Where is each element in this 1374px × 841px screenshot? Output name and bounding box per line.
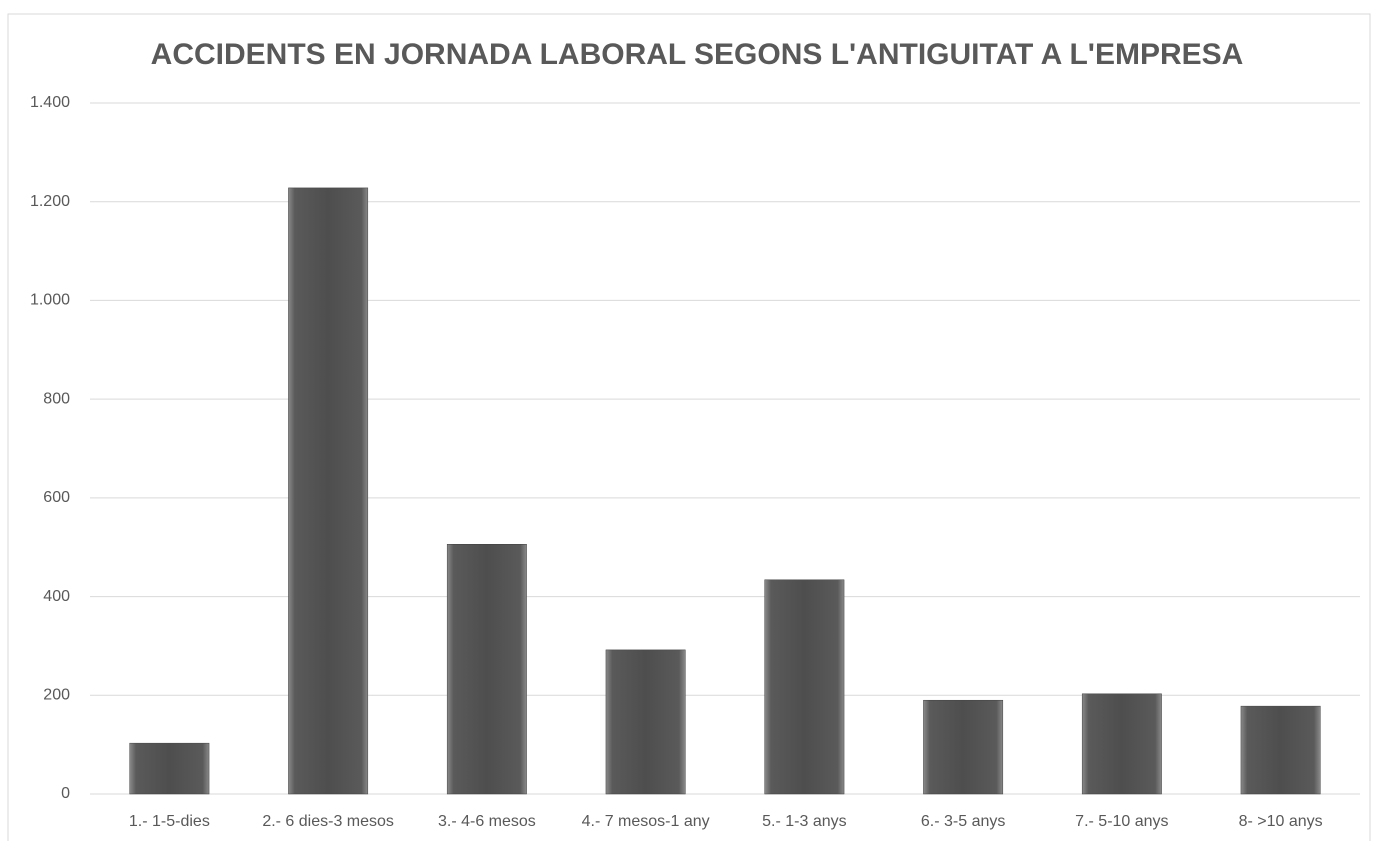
x-tick-label: 7.- 5-10 anys <box>1075 813 1168 830</box>
x-tick-label: 3.- 4-6 mesos <box>438 813 536 830</box>
bar <box>1240 705 1321 795</box>
x-tick-label: 4.- 7 mesos-1 any <box>582 813 710 830</box>
bar <box>1081 693 1162 795</box>
chart-border <box>7 13 1371 841</box>
y-tick-label: 1.200 <box>30 193 70 210</box>
y-tick-label: 200 <box>43 687 70 704</box>
y-tick-label: 400 <box>43 588 70 605</box>
bar <box>605 649 686 795</box>
x-tick-label: 1.- 1-5-dies <box>129 813 210 830</box>
y-tick-label: 800 <box>43 390 70 407</box>
y-tick-label: 1.400 <box>30 94 70 111</box>
bar <box>764 579 845 795</box>
y-tick-label: 1.000 <box>30 292 70 309</box>
bar <box>129 742 210 795</box>
x-tick-label: 5.- 1-3 anys <box>762 813 846 830</box>
bar <box>288 187 369 795</box>
bar <box>446 544 527 795</box>
y-tick-label: 0 <box>61 785 70 802</box>
chart-title: ACCIDENTS EN JORNADA LABORAL SEGONS L'AN… <box>151 38 1244 71</box>
x-tick-label: 6.- 3-5 anys <box>921 813 1005 830</box>
x-tick-label: 8- >10 anys <box>1239 813 1323 830</box>
bar <box>923 699 1004 795</box>
x-tick-label: 2.- 6 dies-3 mesos <box>262 813 394 830</box>
y-tick-label: 600 <box>43 489 70 506</box>
